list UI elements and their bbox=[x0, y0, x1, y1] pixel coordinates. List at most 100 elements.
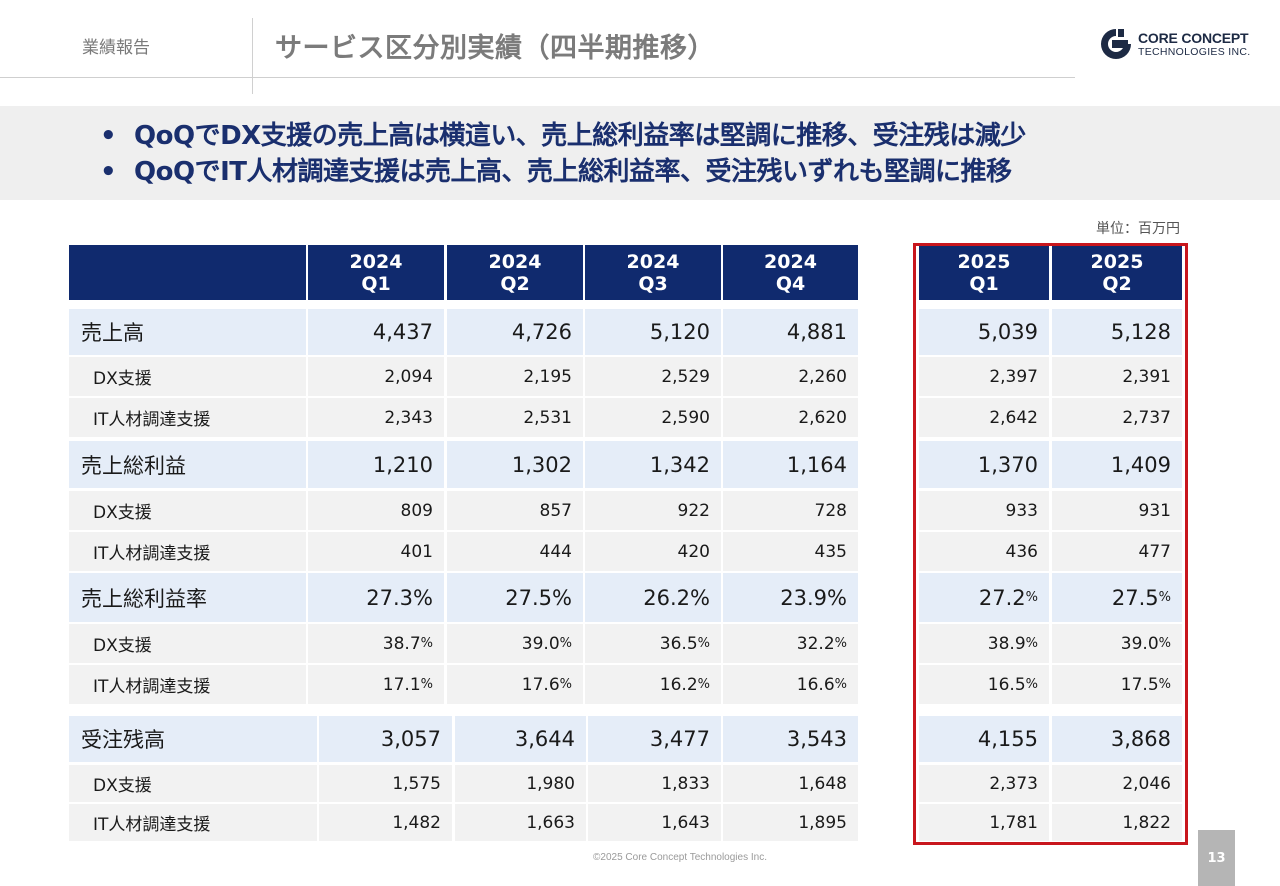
cell-value: 857 bbox=[539, 500, 572, 521]
page-number: 13 bbox=[1198, 830, 1235, 886]
header-year: 2024 bbox=[764, 250, 817, 273]
percent-sign: % bbox=[420, 677, 433, 692]
cell-value: 444 bbox=[539, 541, 572, 562]
header-year: 2024 bbox=[626, 250, 680, 273]
row-label: 売上高 bbox=[69, 309, 306, 355]
table-header-cell: 2024 Q3 bbox=[585, 245, 721, 300]
percent-sign: % bbox=[690, 585, 710, 610]
cell-value: 1,164 bbox=[786, 452, 847, 477]
cell-value: 3,057 bbox=[380, 727, 441, 751]
row-label: IT人材調達支援 bbox=[69, 804, 317, 841]
bullet-dot-icon: • bbox=[100, 157, 117, 187]
table-cell: 1,409 bbox=[1052, 441, 1182, 488]
cell-value: 2,260 bbox=[798, 366, 847, 387]
table-cell: 857 bbox=[447, 491, 583, 530]
table-cell: 17.1% bbox=[308, 665, 444, 704]
header-quarter: Q3 bbox=[638, 272, 668, 295]
table-cell: 5,039 bbox=[919, 309, 1049, 355]
cell-value: 1,575 bbox=[392, 773, 441, 794]
percent-sign: % bbox=[413, 585, 433, 610]
cell-value: 5,120 bbox=[649, 320, 710, 344]
cell-value: 1,895 bbox=[798, 812, 847, 833]
table-cell: 38.7% bbox=[308, 624, 444, 663]
cell-value: 2,737 bbox=[1122, 407, 1171, 428]
table-cell: 2,397 bbox=[919, 357, 1049, 396]
table-cell: 933 bbox=[919, 491, 1049, 530]
row-label: DX支援 bbox=[69, 765, 317, 802]
table-header-cell: 2024 Q1 bbox=[308, 245, 444, 300]
percent-sign: % bbox=[1158, 590, 1171, 605]
table-cell: 4,881 bbox=[723, 309, 858, 355]
cell-value: 2,590 bbox=[661, 407, 710, 428]
cell-value: 3,644 bbox=[514, 727, 575, 751]
percent-sign: % bbox=[827, 585, 847, 610]
row-label: 売上総利益 bbox=[69, 441, 306, 488]
table-cell: 1,302 bbox=[447, 441, 583, 488]
table-cell: 2,620 bbox=[723, 398, 858, 437]
table-cell: 1,370 bbox=[919, 441, 1049, 488]
logo-line1: CORE CONCEPT bbox=[1138, 30, 1249, 46]
percent-sign: % bbox=[1025, 677, 1038, 692]
cell-value: 477 bbox=[1138, 541, 1171, 562]
table-cell: 1,482 bbox=[319, 804, 452, 841]
cell-value: 1,663 bbox=[526, 812, 575, 833]
cell-value: 1,370 bbox=[977, 452, 1038, 477]
header-quarter: Q2 bbox=[500, 272, 530, 295]
logo-mark-icon bbox=[1101, 29, 1131, 59]
table-cell: 2,590 bbox=[585, 398, 721, 437]
header-year: 2024 bbox=[488, 250, 542, 273]
table-header-cell: 2025 Q2 bbox=[1052, 245, 1182, 300]
cell-value: 1,409 bbox=[1110, 452, 1171, 477]
header-quarter: Q1 bbox=[361, 272, 391, 295]
table-cell: 1,663 bbox=[455, 804, 586, 841]
table-cell: 32.2% bbox=[723, 624, 858, 663]
table-cell: 1,822 bbox=[1052, 804, 1182, 841]
cell-value: 435 bbox=[814, 541, 847, 562]
table-cell: 4,726 bbox=[447, 309, 583, 355]
table-cell: 5,128 bbox=[1052, 309, 1182, 355]
cell-value: 27.2 bbox=[978, 585, 1026, 610]
cell-value: 1,482 bbox=[392, 812, 441, 833]
cell-value: 16.6 bbox=[796, 674, 835, 695]
row-label: DX支援 bbox=[69, 491, 306, 530]
cell-value: 17.5 bbox=[1120, 674, 1159, 695]
cell-value: 2,529 bbox=[661, 366, 710, 387]
cell-value: 2,391 bbox=[1122, 366, 1171, 387]
table-cell: 1,781 bbox=[919, 804, 1049, 841]
table-cell: 444 bbox=[447, 532, 583, 571]
table-cell: 27.5% bbox=[447, 573, 583, 622]
cell-value: 38.7 bbox=[382, 633, 421, 654]
cell-value: 3,543 bbox=[786, 727, 847, 751]
table-cell: 27.2% bbox=[919, 573, 1049, 622]
cell-value: 27.3 bbox=[366, 585, 414, 610]
header-rule bbox=[0, 77, 1075, 78]
table-cell: 2,529 bbox=[585, 357, 721, 396]
header-year: 2024 bbox=[349, 250, 403, 273]
percent-sign: % bbox=[1025, 590, 1038, 605]
row-label: DX支援 bbox=[69, 624, 306, 663]
header-divider bbox=[252, 18, 253, 94]
table-cell: 2,046 bbox=[1052, 765, 1182, 802]
table-cell: 39.0% bbox=[1052, 624, 1182, 663]
table-cell: 39.0% bbox=[447, 624, 583, 663]
cell-value: 1,833 bbox=[661, 773, 710, 794]
table-cell: 3,644 bbox=[455, 716, 586, 762]
header-quarter: Q2 bbox=[1102, 272, 1132, 295]
cell-value: 5,128 bbox=[1110, 320, 1171, 344]
table-cell: 435 bbox=[723, 532, 858, 571]
header-year: 2025 bbox=[957, 250, 1011, 273]
table-cell: 2,260 bbox=[723, 357, 858, 396]
section-label: 業績報告 bbox=[82, 38, 150, 58]
cell-value: 2,531 bbox=[523, 407, 572, 428]
cell-value: 26.2 bbox=[643, 585, 691, 610]
cell-value: 1,980 bbox=[526, 773, 575, 794]
cell-value: 1,210 bbox=[372, 452, 433, 477]
cell-value: 4,726 bbox=[511, 320, 572, 344]
cell-value: 27.5 bbox=[505, 585, 553, 610]
page-title: サービス区分別実績（四半期推移） bbox=[275, 33, 715, 64]
table-cell: 922 bbox=[585, 491, 721, 530]
table-cell: 2,195 bbox=[447, 357, 583, 396]
table-cell: 809 bbox=[308, 491, 444, 530]
cell-value: 1,302 bbox=[511, 452, 572, 477]
cell-value: 17.6 bbox=[521, 674, 560, 695]
